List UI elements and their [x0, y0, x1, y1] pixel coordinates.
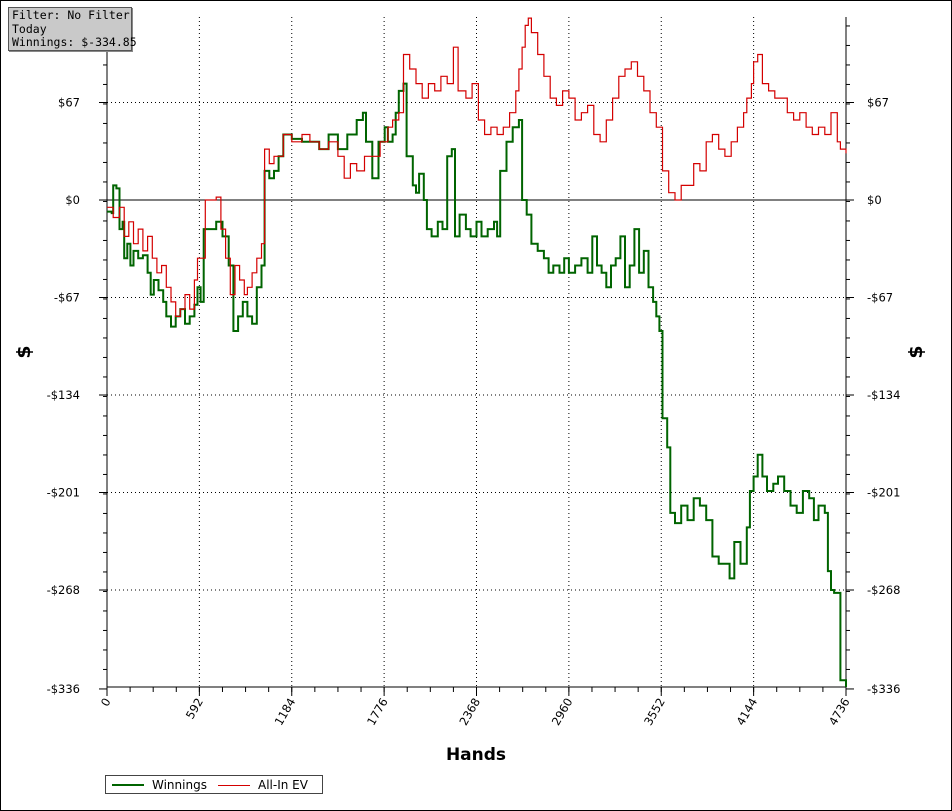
x-tick-label: 1184	[272, 696, 299, 728]
legend-label-allin-ev: All-In EV	[258, 778, 308, 792]
winnings-total-text: Winnings: $-334.85	[12, 35, 137, 49]
y-tick-label-left: -$67	[54, 291, 80, 305]
y-tick-label-right: $0	[867, 193, 882, 207]
x-tick-label: 3552	[641, 696, 668, 728]
x-tick-label: 4736	[826, 696, 853, 728]
y-tick-label-left: $67	[58, 96, 80, 110]
period-text: Today	[12, 21, 47, 36]
y-axis-title-left: $	[13, 345, 35, 358]
legend-swatch-allin-ev	[218, 784, 250, 786]
series-line-allin-ev	[107, 17, 847, 317]
x-tick-label: 4144	[733, 696, 760, 728]
y-tick-label-right: -$268	[867, 583, 900, 597]
y-tick-label-right: -$67	[867, 291, 893, 305]
legend-item-winnings: Winnings	[112, 777, 207, 793]
legend-item-allin-ev: All-In EV	[218, 777, 308, 793]
x-axis-title: Hands	[446, 745, 506, 765]
y-tick-label-left: -$134	[47, 388, 80, 402]
y-tick-label-right: -$201	[867, 486, 900, 500]
legend-label-winnings: Winnings	[152, 778, 207, 792]
legend-swatch-winnings	[112, 784, 144, 786]
x-tick-label: 0	[98, 696, 114, 709]
y-tick-label-left: -$336	[47, 682, 80, 696]
y-axis-title-right: $	[905, 345, 927, 358]
x-tick-label: 2368	[456, 696, 483, 728]
y-tick-label-right: $67	[867, 96, 889, 110]
chart-legend: Winnings All-In EV	[105, 775, 323, 794]
x-tick-label: 1776	[364, 696, 391, 728]
series-line-winnings	[107, 82, 847, 687]
x-tick-label: 2960	[549, 696, 576, 728]
x-tick-label: 592	[183, 696, 206, 722]
tick-marks	[99, 25, 854, 696]
y-tick-label-left: -$201	[47, 486, 80, 500]
series-lines	[107, 17, 847, 687]
filter-text: Filter: No Filter	[12, 8, 130, 22]
grid-lines	[107, 17, 846, 687]
y-tick-label-right: -$134	[867, 388, 900, 402]
y-tick-label-left: -$268	[47, 583, 80, 597]
y-tick-label-right: -$336	[867, 682, 900, 696]
filter-info-box: Filter: No Filter Today Winnings: $-334.…	[8, 7, 137, 51]
tick-labels: $67 $67 $0 $0 -$67 -$67 -$134 -$134 -$201 -$201 -$…	[47, 96, 901, 728]
y-tick-label-left: $0	[65, 193, 80, 207]
